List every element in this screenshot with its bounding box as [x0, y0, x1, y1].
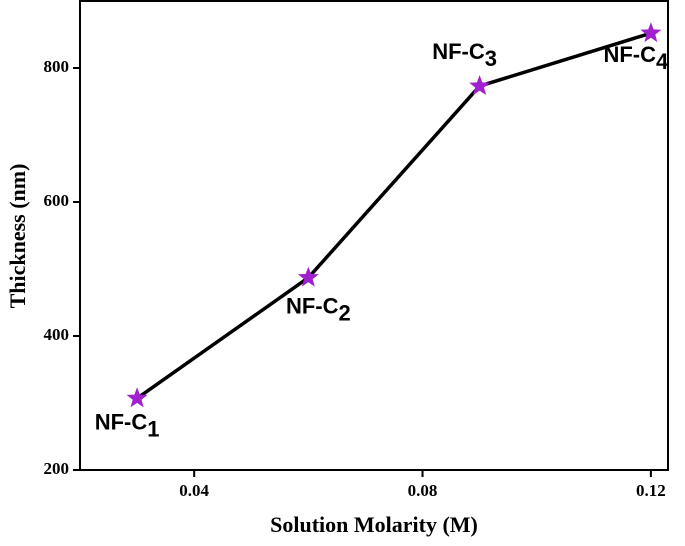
- y-tick-label: 600: [44, 191, 70, 210]
- y-tick-label: 800: [44, 57, 70, 76]
- annotation-text: NF-C: [603, 42, 656, 67]
- annotation-subscript: 2: [338, 301, 350, 326]
- x-tick-label: 0.08: [408, 481, 438, 500]
- annotation-text: NF-C: [432, 39, 485, 64]
- annotation-subscript: 3: [485, 46, 497, 71]
- star-marker: [126, 387, 148, 408]
- annotation-subscript: 1: [147, 416, 159, 441]
- x-tick-label: 0.04: [179, 481, 209, 500]
- plot-frame: [79, 0, 669, 471]
- point-annotation: NF-C2: [286, 294, 351, 326]
- point-annotation: NF-C3: [432, 39, 497, 71]
- star-marker: [640, 22, 662, 43]
- y-axis-title: Thickness (nm): [5, 164, 30, 309]
- star-marker: [297, 266, 319, 287]
- annotation-text: NF-C: [286, 294, 339, 319]
- y-tick-label: 200: [44, 459, 70, 478]
- point-annotation: NF-C4: [603, 42, 669, 74]
- point-annotation: NF-C1: [95, 409, 160, 441]
- annotation-text: NF-C: [95, 409, 148, 434]
- y-tick-label: 400: [44, 325, 70, 344]
- data-line: [136, 31, 652, 400]
- annotation-subscript: 4: [656, 49, 669, 74]
- x-axis-title: Solution Molarity (M): [270, 512, 478, 537]
- star-marker: [469, 75, 491, 95]
- x-tick-label: 0.12: [636, 481, 666, 500]
